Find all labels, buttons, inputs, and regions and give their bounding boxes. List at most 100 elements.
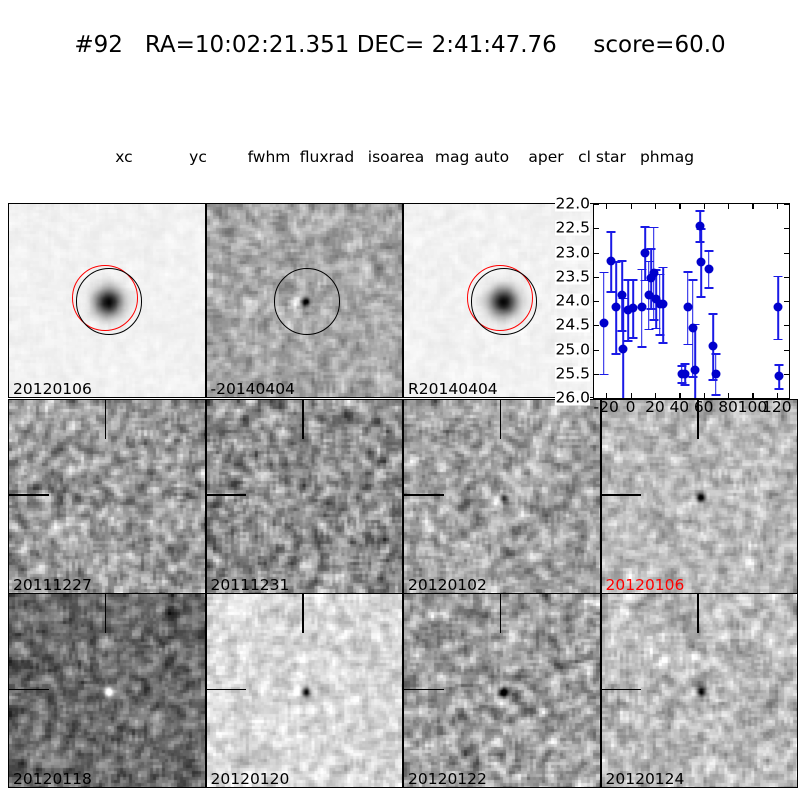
- x-tick-top: [752, 204, 754, 209]
- crosshair-tick-top: [697, 594, 699, 633]
- stamp-date-label: -20140404: [210, 380, 296, 398]
- crosshair-tick-left: [601, 688, 641, 691]
- error-bar-cap: [696, 296, 706, 298]
- x-tick: [630, 393, 632, 398]
- data-point[interactable]: [680, 369, 690, 379]
- error-bar-cap: [617, 330, 627, 332]
- col-cl-star: cl star: [578, 148, 626, 166]
- stamp-date-label: 20120106: [13, 380, 92, 398]
- light-curve-plot[interactable]: 22.0 22.5 23.0 23.5 24.0 24.5 25.0 25.5 26.0 -20 0…: [555, 196, 792, 415]
- error-bar-cap: [617, 260, 627, 262]
- page-title: #92 RA=10:02:21.351 DEC= 2:41:47.76 scor…: [74, 32, 726, 58]
- error-bar-cap: [677, 365, 687, 367]
- y-tick: [594, 276, 599, 278]
- stamp-panel-20120106[interactable]: 20120106: [8, 203, 206, 398]
- error-bar-cap: [640, 279, 650, 282]
- y-tick-right: [784, 252, 789, 254]
- stamp-panel-20120106[interactable]: 20120106: [600, 398, 798, 594]
- error-bar-cap: [655, 333, 665, 336]
- error-bar-cap: [611, 261, 621, 263]
- stamp-image: [9, 594, 205, 787]
- x-tick: [728, 393, 730, 398]
- error-bar-cap: [644, 260, 654, 263]
- y-tick: [594, 325, 599, 327]
- error-bar-cap: [628, 337, 638, 339]
- stamp-image: [206, 399, 403, 593]
- data-point[interactable]: [618, 344, 628, 354]
- y-tick-right: [784, 325, 789, 327]
- y-axis-tick-label: 25.0: [555, 340, 590, 358]
- x-axis-tick-label: 80: [718, 398, 738, 416]
- error-bar-cap: [773, 338, 783, 341]
- data-point[interactable]: [704, 264, 714, 273]
- data-point[interactable]: [606, 256, 616, 266]
- stamp-panel-20120124[interactable]: 20120124: [600, 593, 798, 788]
- error-bar-cap: [651, 327, 661, 330]
- error-bar-cap: [649, 226, 659, 229]
- x-tick-top: [776, 204, 778, 209]
- data-point[interactable]: [599, 318, 609, 328]
- y-tick-right: [784, 276, 789, 278]
- stamp-image: [404, 399, 600, 593]
- x-axis-tick-label: 120: [762, 398, 792, 416]
- y-axis-tick-label: 23.0: [555, 243, 590, 261]
- y-tick-right: [784, 373, 789, 375]
- data-point[interactable]: [774, 371, 784, 381]
- data-point[interactable]: [773, 302, 783, 312]
- error-bar-cap: [695, 241, 705, 243]
- error-bar-cap: [606, 291, 616, 293]
- stamp-date-label: 20120118: [13, 770, 92, 788]
- stamp-panel-20111227[interactable]: 20111227: [8, 398, 206, 594]
- data-point[interactable]: [690, 365, 700, 375]
- stamp-panel-20120122[interactable]: 20120122: [403, 593, 601, 788]
- x-axis-tick-label: 0: [625, 398, 636, 416]
- crosshair-tick-top: [104, 399, 107, 439]
- data-point[interactable]: [695, 221, 705, 231]
- error-bar-cap: [677, 382, 687, 385]
- stamp-date-label: 20120106: [605, 575, 685, 594]
- x-tick: [703, 393, 705, 398]
- stamp-image: [9, 399, 205, 593]
- stamp-date-label: 20111227: [13, 575, 92, 594]
- x-tick-top: [606, 204, 608, 209]
- y-tick: [594, 228, 599, 230]
- data-point[interactable]: [711, 369, 721, 379]
- data-point[interactable]: [708, 341, 718, 351]
- y-axis-tick-label: 26.0: [555, 388, 590, 407]
- data-point[interactable]: [617, 290, 627, 300]
- y-axis-tick-label: 24.0: [555, 291, 590, 310]
- error-bar-cap: [683, 343, 693, 346]
- data-point[interactable]: [649, 268, 659, 278]
- data-point[interactable]: [696, 257, 706, 267]
- data-point[interactable]: [611, 302, 621, 312]
- stamp-panel-20120120[interactable]: 20120120: [205, 593, 403, 788]
- y-tick-right: [784, 228, 789, 230]
- data-point[interactable]: [683, 302, 693, 312]
- data-point[interactable]: [628, 303, 638, 313]
- x-tick-top: [728, 204, 730, 209]
- data-point[interactable]: [646, 273, 656, 283]
- error-bar-cap: [773, 275, 783, 278]
- stamp-panel-20120118[interactable]: 20120118: [8, 593, 206, 788]
- crosshair-tick-top: [302, 399, 304, 439]
- y-tick-right: [784, 301, 789, 303]
- error-bar-cap: [711, 394, 721, 396]
- data-point[interactable]: [644, 290, 654, 300]
- error-bar-cap: [683, 270, 693, 273]
- error-bar-cap: [655, 273, 665, 276]
- data-point[interactable]: [658, 299, 668, 309]
- error-bar-cap: [658, 266, 668, 269]
- stamp-panel-20111231[interactable]: 20111231: [205, 398, 403, 594]
- data-point[interactable]: [637, 302, 647, 312]
- x-axis-tick-label: 100: [737, 398, 768, 416]
- x-tick: [679, 393, 681, 398]
- data-point[interactable]: [688, 323, 698, 333]
- data-point[interactable]: [640, 248, 650, 258]
- stamp-panel-20120102[interactable]: 20120102: [403, 398, 601, 594]
- stamp-panel-20140404[interactable]: -20140404: [205, 203, 403, 398]
- crosshair-tick-top: [104, 594, 107, 633]
- data-point[interactable]: [651, 294, 661, 304]
- error-bar: [694, 323, 696, 398]
- data-point[interactable]: [623, 305, 633, 315]
- error-bar-cap: [680, 384, 690, 386]
